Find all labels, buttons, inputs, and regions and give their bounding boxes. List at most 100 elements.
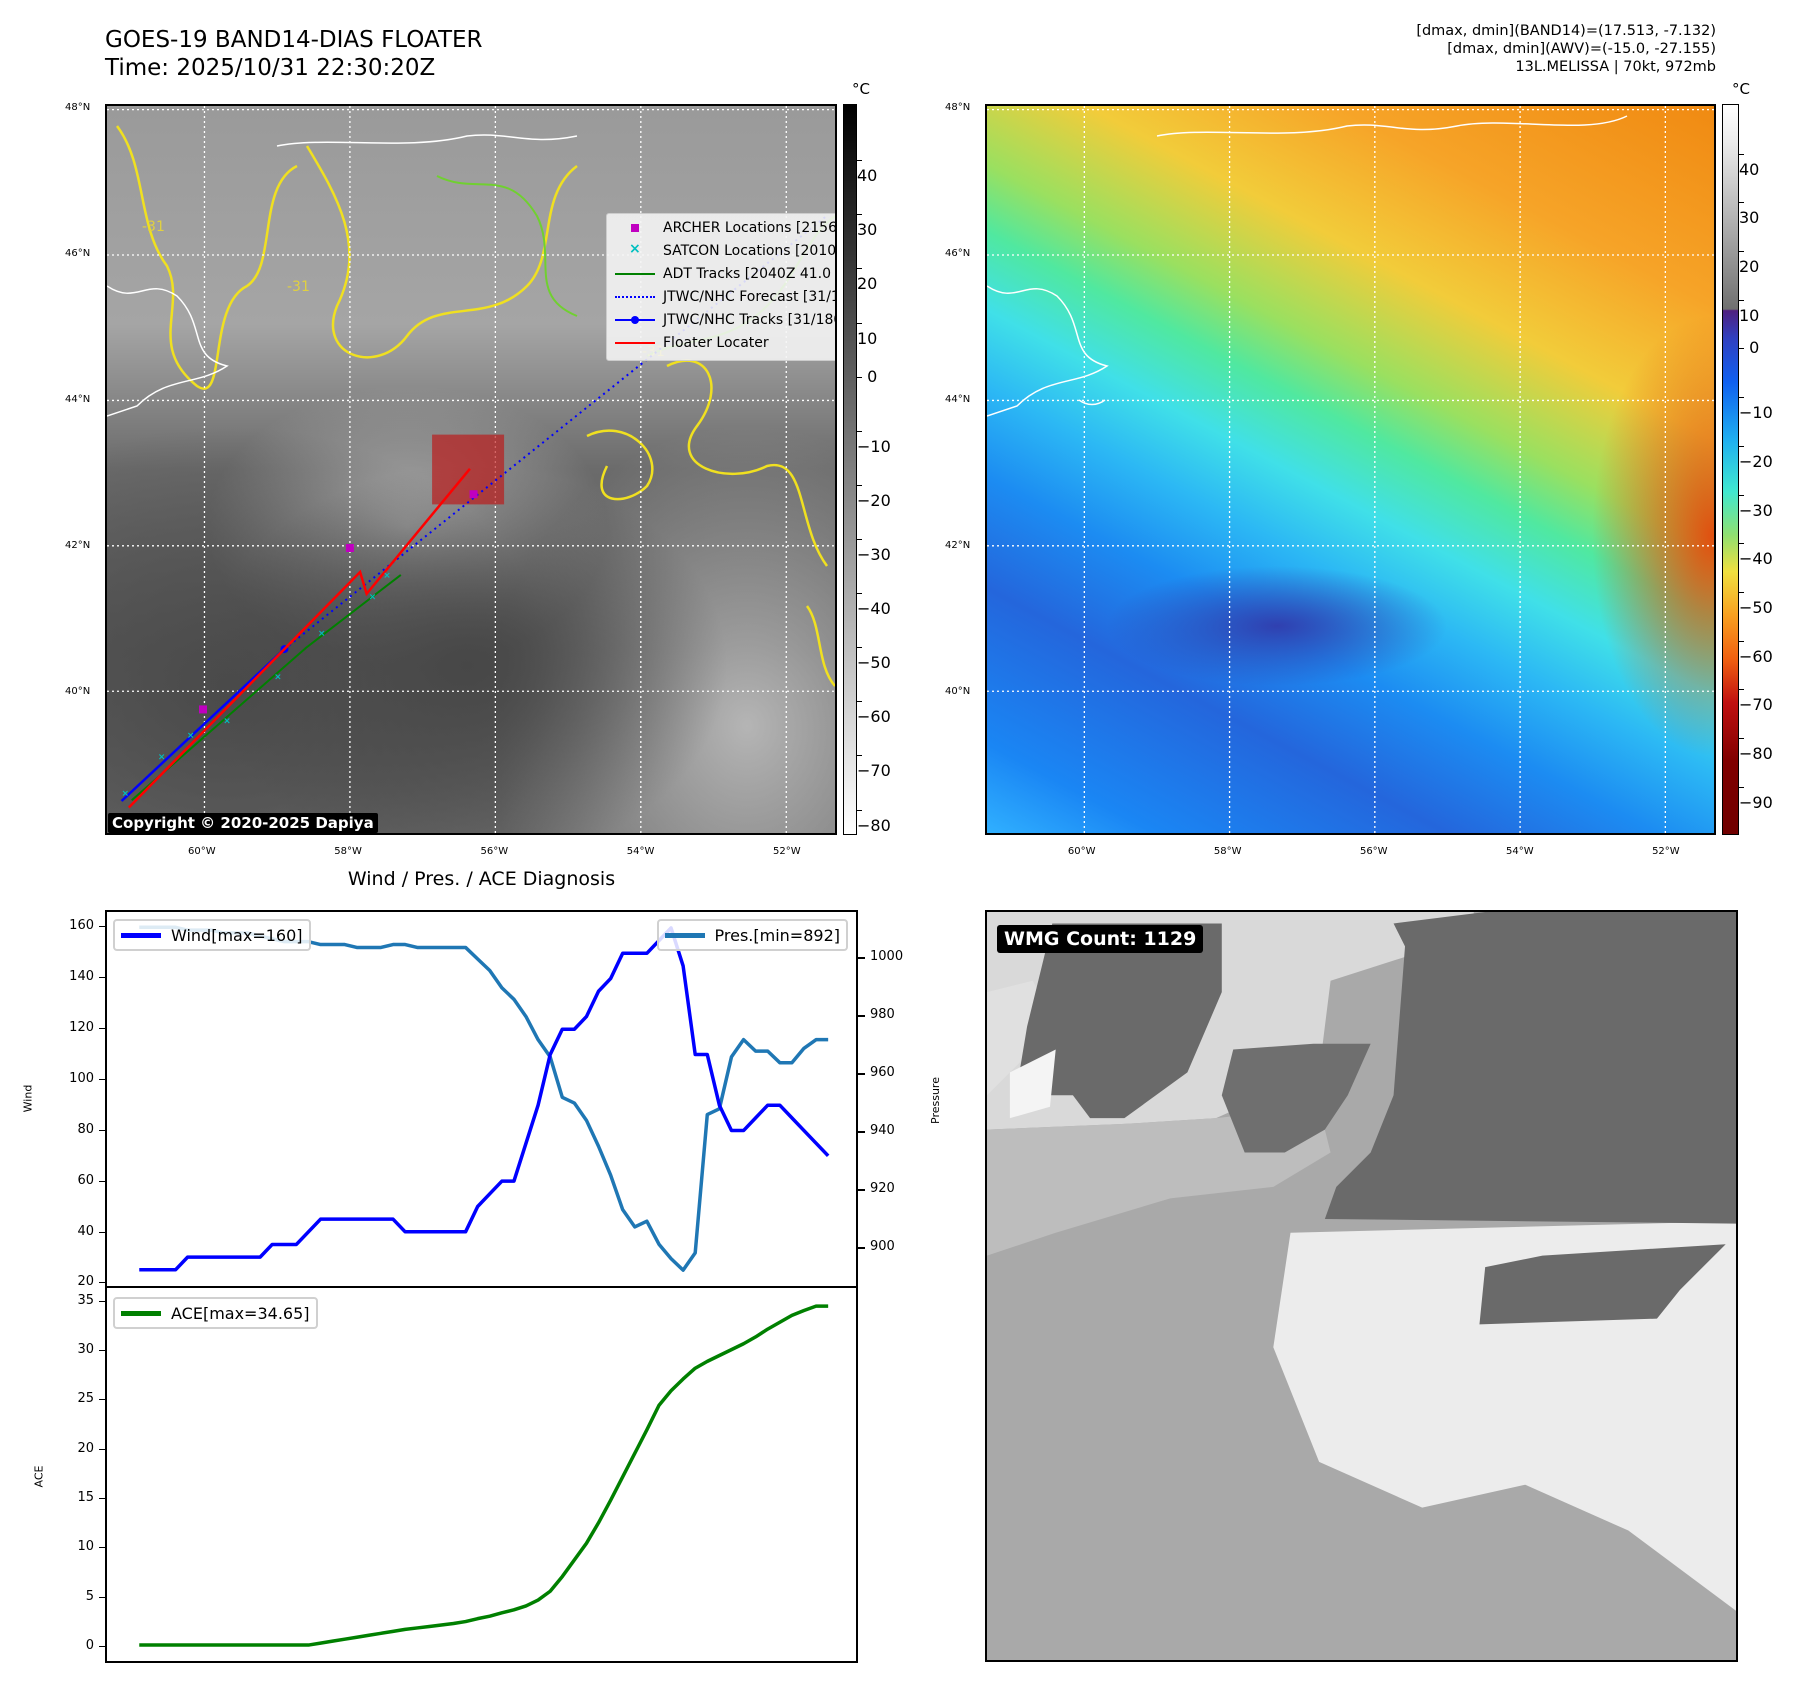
legend-item-forecast: JTWC/NHC Forecast [31/1200Z] bbox=[615, 287, 837, 307]
lon-tick-label: 56°W bbox=[1359, 846, 1388, 857]
satcon-marker: × bbox=[318, 629, 326, 639]
tick-mark bbox=[858, 1015, 865, 1018]
wind-legend-swatch bbox=[121, 932, 161, 938]
ace-plot bbox=[139, 1304, 829, 1647]
lon-tick-label: 54°W bbox=[626, 846, 655, 857]
satcon-marker: × bbox=[121, 789, 129, 799]
y-tick-label: 80 bbox=[77, 1121, 94, 1137]
tick-mark bbox=[99, 1498, 105, 1499]
wind-legend: Wind[max=160] bbox=[113, 919, 311, 951]
wmg-panel: WMG Count: 1129 bbox=[985, 910, 1738, 1662]
tick-mark bbox=[858, 1131, 865, 1134]
colorbar-tick-label: −80 bbox=[1739, 744, 1773, 764]
archer-marker bbox=[345, 544, 354, 553]
colorbar-tick-label: −50 bbox=[857, 653, 891, 673]
tick-mark bbox=[858, 957, 865, 960]
colorbar_left-tick: 40 bbox=[857, 152, 887, 184]
wmg-dark-region bbox=[1324, 912, 1736, 1224]
wmg-count-badge: WMG Count: 1129 bbox=[997, 925, 1204, 953]
wmg-dark-region bbox=[1479, 1244, 1726, 1325]
colorbar_left-tick: 0 bbox=[857, 368, 887, 385]
y-tick-label: 20 bbox=[77, 1440, 94, 1456]
ace-panel: ACE[max=34.65] bbox=[105, 1286, 858, 1663]
y2-tick-label: 960 bbox=[870, 1065, 895, 1081]
colorbar-right-unit: °C bbox=[1732, 80, 1750, 98]
colorbar-tick-label: −10 bbox=[1739, 403, 1773, 423]
colorbar-tick-label: −70 bbox=[1739, 695, 1773, 715]
title-line-1: GOES-19 BAND14-DIAS FLOATER bbox=[105, 27, 483, 53]
tick-mark bbox=[99, 1645, 105, 1647]
y-tick-label: 30 bbox=[77, 1342, 94, 1358]
y-tick-label: 35 bbox=[77, 1292, 94, 1308]
lat-tick-label: 44°N bbox=[65, 394, 91, 406]
pressure-legend: Pres.[min=892] bbox=[656, 919, 848, 951]
archer-legend-symbol bbox=[615, 218, 655, 238]
lat-tick-label: 40°N bbox=[945, 686, 971, 698]
awv-range: [dmax, dmin](AWV)=(-15.0, -27.155) bbox=[1447, 41, 1716, 57]
colorbar-tick-label: 10 bbox=[857, 328, 878, 348]
tick-mark bbox=[99, 1078, 105, 1080]
tick-mark bbox=[99, 1027, 105, 1029]
lat-tick-label: 44°N bbox=[945, 394, 971, 406]
y2-tick-label: 920 bbox=[870, 1180, 895, 1196]
colorbar-tick-label: 10 bbox=[1739, 305, 1760, 325]
ir-map-panel: -31 -31 -31 ×××××××× ARCHER Locations [2… bbox=[105, 104, 837, 835]
y-tick-label: 5 bbox=[85, 1588, 94, 1604]
colorbar_right-tick: −70 bbox=[1739, 681, 1773, 713]
y2-tick-label: 900 bbox=[870, 1238, 895, 1254]
lon-tick-label: 56°W bbox=[480, 846, 509, 857]
colorbar-tick-label: −30 bbox=[1739, 500, 1773, 520]
colorbar_right-tick: 40 bbox=[1739, 146, 1769, 178]
adt-legend-symbol bbox=[615, 264, 655, 284]
y-tick-label: 60 bbox=[77, 1172, 94, 1188]
colorbar-tick-label: −20 bbox=[857, 490, 891, 510]
storm-info: 13L.MELISSA | 70kt, 972mb bbox=[1515, 59, 1716, 75]
colorbar-tick-label: 0 bbox=[1749, 338, 1760, 358]
satcon-marker: × bbox=[187, 731, 195, 741]
info-text: [dmax, dmin](BAND14)=(17.513, -7.132) [d… bbox=[1416, 22, 1716, 76]
colorbar_right-tick: 10 bbox=[1739, 292, 1769, 324]
legend-item-satcon: × SATCON Locations [2010Z 52 965] bbox=[615, 241, 835, 261]
colorbar-tick-label: −10 bbox=[857, 436, 891, 456]
archer-marker bbox=[199, 705, 207, 714]
wind-pressure-plot bbox=[139, 925, 830, 1272]
colorbar_right-tick: 0 bbox=[1739, 340, 1769, 356]
jtwc-track bbox=[120, 648, 286, 802]
tick-mark bbox=[99, 1399, 105, 1401]
colorbar-tick-label: 20 bbox=[857, 274, 878, 294]
colorbar_right-tick: 30 bbox=[1739, 194, 1769, 226]
legend-label: JTWC/NHC Tracks [31/1800Z] bbox=[663, 312, 835, 328]
tracks-legend-symbol bbox=[615, 310, 655, 330]
legend-item-adt: ADT Tracks [2040Z 41.0 966.3] bbox=[615, 264, 835, 284]
tick-mark bbox=[99, 1129, 105, 1131]
tick-mark bbox=[99, 1596, 105, 1598]
contour-label: -31 bbox=[142, 219, 165, 235]
colorbar-tick-label: −60 bbox=[1739, 646, 1773, 666]
floater-locater-track bbox=[127, 467, 471, 809]
y2-tick-label: 1000 bbox=[870, 949, 904, 965]
lon-tick-label: 54°W bbox=[1506, 846, 1534, 857]
ace-line bbox=[139, 1304, 829, 1647]
colorbar-tick-label: −80 bbox=[857, 815, 891, 835]
lat-tick-label: 48°N bbox=[65, 101, 91, 113]
colorbar-right bbox=[1722, 104, 1739, 835]
satcon-marker: × bbox=[383, 571, 391, 581]
pres-line bbox=[139, 925, 829, 1272]
colorbar-tick-label: 30 bbox=[1739, 208, 1760, 228]
colorbar_right-tick: −90 bbox=[1739, 779, 1773, 811]
ace-axis-label: ACE bbox=[32, 1465, 46, 1488]
legend-label: JTWC/NHC Forecast [31/1200Z] bbox=[663, 289, 837, 305]
colorbar_left-tick: −20 bbox=[857, 477, 891, 509]
colorbar-tick-label: −90 bbox=[1739, 792, 1773, 812]
ace-legend: ACE[max=34.65] bbox=[113, 1297, 318, 1329]
lat-tick-label: 48°N bbox=[945, 101, 971, 113]
pressure-legend-label: Pres.[min=892] bbox=[714, 925, 840, 945]
contour-label: -31 bbox=[287, 279, 310, 295]
colorbar_left-tick: 10 bbox=[857, 315, 887, 347]
y-tick-label: 100 bbox=[69, 1070, 94, 1086]
tick-mark bbox=[99, 926, 105, 928]
y-tick-label: 25 bbox=[77, 1391, 94, 1407]
lat-tick-label: 40°N bbox=[65, 686, 91, 698]
tick-mark bbox=[99, 1300, 105, 1302]
colorbar-left-unit: °C bbox=[852, 80, 870, 98]
